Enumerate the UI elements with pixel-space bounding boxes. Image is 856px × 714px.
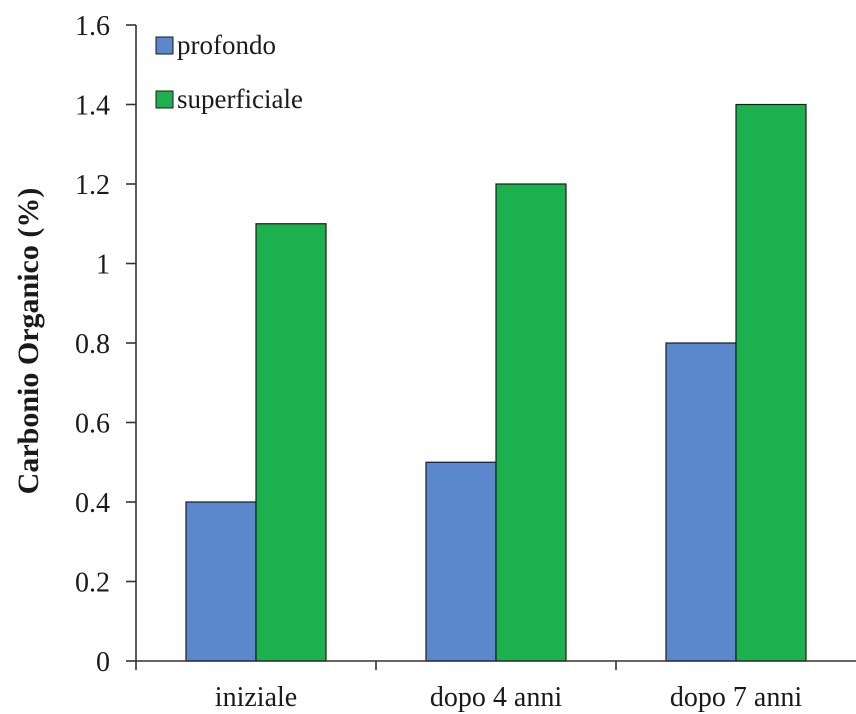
y-tick-label: 0.8 [75,329,110,360]
x-axis-labels: iniziale dopo 4 anni dopo 7 anni [215,682,803,713]
x-tick-label: dopo 7 anni [670,682,802,713]
y-tick-label: 1.6 [75,11,110,42]
bar-profondo-2 [665,342,737,662]
y-axis-label: Carbonio Organico (%) [12,188,45,495]
legend-label: superficiale [177,84,303,114]
y-tick-label: 0.2 [75,568,110,599]
y-tick-label: 0 [96,647,110,678]
bar-series [185,103,807,662]
x-tick-label: dopo 4 anni [430,682,562,713]
bar-profondo-0 [185,501,257,662]
bar-profondo-1 [425,461,497,662]
legend-label: profondo [177,30,276,60]
bar-superficiale-1 [495,183,567,662]
legend: profondo superficiale [155,30,303,114]
y-tick-label: 0.6 [75,409,110,440]
legend-swatch-superficiale [155,90,174,109]
axes [135,25,856,670]
legend-swatch-profondo [155,36,174,55]
bar-superficiale-0 [255,223,327,662]
y-axis-ticks: 0 0.2 0.4 0.6 0.8 1 1.2 1.4 1.6 [75,11,136,678]
y-tick-label: 0.4 [75,488,110,519]
y-tick-label: 1 [96,250,110,281]
bar-superficiale-2 [735,103,807,662]
y-tick-label: 1.2 [75,170,110,201]
x-tick-label: iniziale [215,682,297,713]
y-tick-label: 1.4 [75,91,110,122]
